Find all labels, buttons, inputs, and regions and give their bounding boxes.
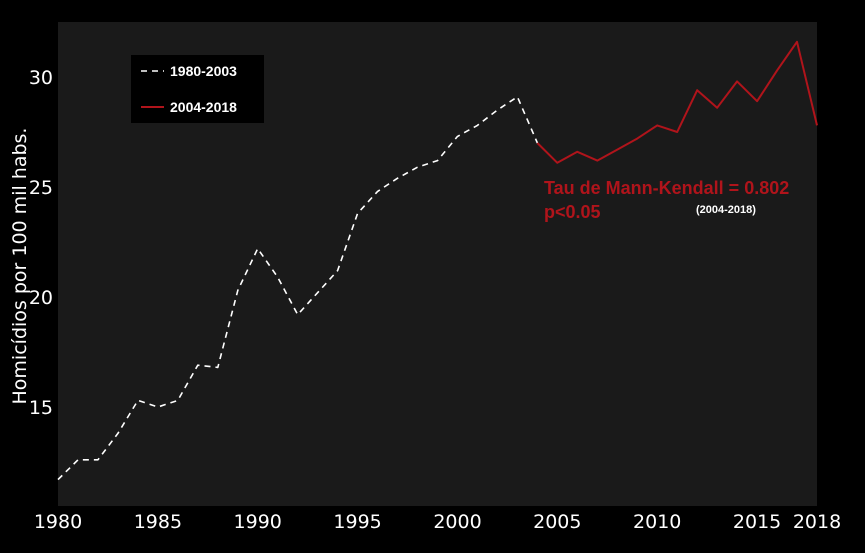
y-axis-ticks: 15 20 25 30 [29,67,53,419]
data-point-1980-2003-2003 [515,95,519,99]
x-tick-label: 1990 [234,511,282,533]
legend-label-2004-2018: 2004-2018 [170,99,237,115]
data-point-1980-2003-1993 [316,291,320,295]
data-point-1980-2003-1996 [376,189,380,193]
data-point-2004-2018-2015 [755,99,759,103]
y-axis-label: Homicídios por 100 mil habs. [9,128,31,405]
series-line-1980-2003 [57,96,539,481]
series-line-2004-2018 [536,40,818,164]
x-tick-label: 1980 [34,511,82,533]
legend-box [131,55,264,123]
x-tick-label: 1995 [333,511,381,533]
annotation-period: (2004-2018) [696,204,756,216]
data-point-1980-2003-1990 [256,247,260,251]
data-point-2004-2018-2007 [595,159,599,163]
data-point-1980-2003-2000 [456,134,460,138]
x-tick-label: 2018 [793,511,841,533]
data-point-1980-2003-1987 [196,363,200,367]
data-point-2004-2018-2011 [675,130,679,134]
data-point-2004-2018-2017 [795,40,799,44]
data-point-1980-2003-1992 [296,313,300,317]
data-point-1980-2003-1998 [416,165,420,169]
x-tick-label: 2005 [533,511,581,533]
data-point-2004-2018-2018 [815,123,819,127]
annotation-tau: Tau de Mann-Kendall = 0.802 [544,178,789,198]
y-tick-label: 15 [29,397,53,419]
x-tick-label: 2010 [633,511,681,533]
data-point-2004-2018-2009 [635,137,639,141]
data-point-1980-2003-2001 [475,123,479,127]
data-point-1980-2003-1999 [436,159,440,163]
data-point-2004-2018-2013 [715,106,719,110]
series-layer [56,40,819,482]
data-point-1980-2003-1981 [76,458,80,462]
data-point-1980-2003-1980 [56,478,60,482]
legend-label-1980-2003: 1980-2003 [170,63,237,79]
y-tick-label: 25 [29,177,53,199]
data-point-1980-2003-2002 [495,108,499,112]
x-tick-label: 1985 [134,511,182,533]
data-point-1980-2003-1989 [236,288,240,292]
y-tick-label: 20 [29,287,53,309]
data-point-1980-2003-1988 [216,365,220,369]
data-point-2004-2018-2004 [535,141,539,145]
legend: 1980-2003 2004-2018 [131,55,264,123]
data-point-1980-2003-1991 [276,275,280,279]
data-point-2004-2018-2014 [735,79,739,83]
annotation-p-value: p<0.05 [544,202,601,222]
y-tick-label: 30 [29,67,53,89]
data-point-2004-2018-2005 [555,161,559,165]
annotation: Tau de Mann-Kendall = 0.802 p<0.05 (2004… [544,178,789,222]
x-tick-label: 2015 [733,511,781,533]
data-point-1980-2003-1982 [96,458,100,462]
data-point-1980-2003-1985 [156,405,160,409]
x-tick-label: 2000 [433,511,481,533]
data-point-2004-2018-2008 [615,148,619,152]
data-point-1980-2003-1997 [396,176,400,180]
data-point-2004-2018-2012 [695,88,699,92]
data-point-1980-2003-1984 [136,398,140,402]
data-point-2004-2018-2010 [655,123,659,127]
data-point-1980-2003-1995 [356,211,360,215]
data-point-1980-2003-1983 [116,431,120,435]
data-point-2004-2018-2016 [775,68,779,72]
data-point-1980-2003-1986 [176,398,180,402]
x-axis-ticks: 1980 1985 1990 1995 2000 2005 2010 2015 2018 [34,511,841,533]
data-point-1980-2003-1994 [336,269,340,273]
data-point-2004-2018-2006 [575,150,579,154]
